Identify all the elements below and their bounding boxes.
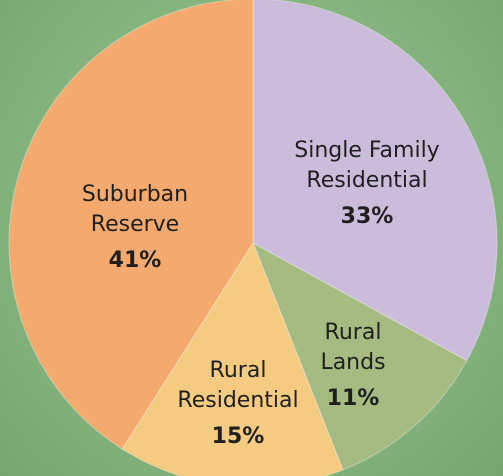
value-label: 15% xyxy=(211,424,265,449)
value-label: 33% xyxy=(340,204,394,229)
slice-label: Single Family Residential 33% xyxy=(272,136,462,232)
pie-slice xyxy=(8,0,254,450)
category-name: Suburban Reserve xyxy=(81,182,189,237)
pie-slice xyxy=(252,0,498,362)
value-label: 41% xyxy=(108,248,162,273)
pie-slice xyxy=(121,241,344,476)
slice-label: Rural Lands 11% xyxy=(308,318,398,414)
category-name: Rural Lands xyxy=(320,320,386,375)
slice-label: Suburban Reserve 41% xyxy=(70,180,200,276)
slice-label: Rural Residential 15% xyxy=(158,356,318,452)
pie-slice xyxy=(252,241,468,471)
value-label: 11% xyxy=(326,386,380,411)
category-name: Single Family Residential xyxy=(294,138,440,193)
category-name: Rural Residential xyxy=(177,358,299,413)
